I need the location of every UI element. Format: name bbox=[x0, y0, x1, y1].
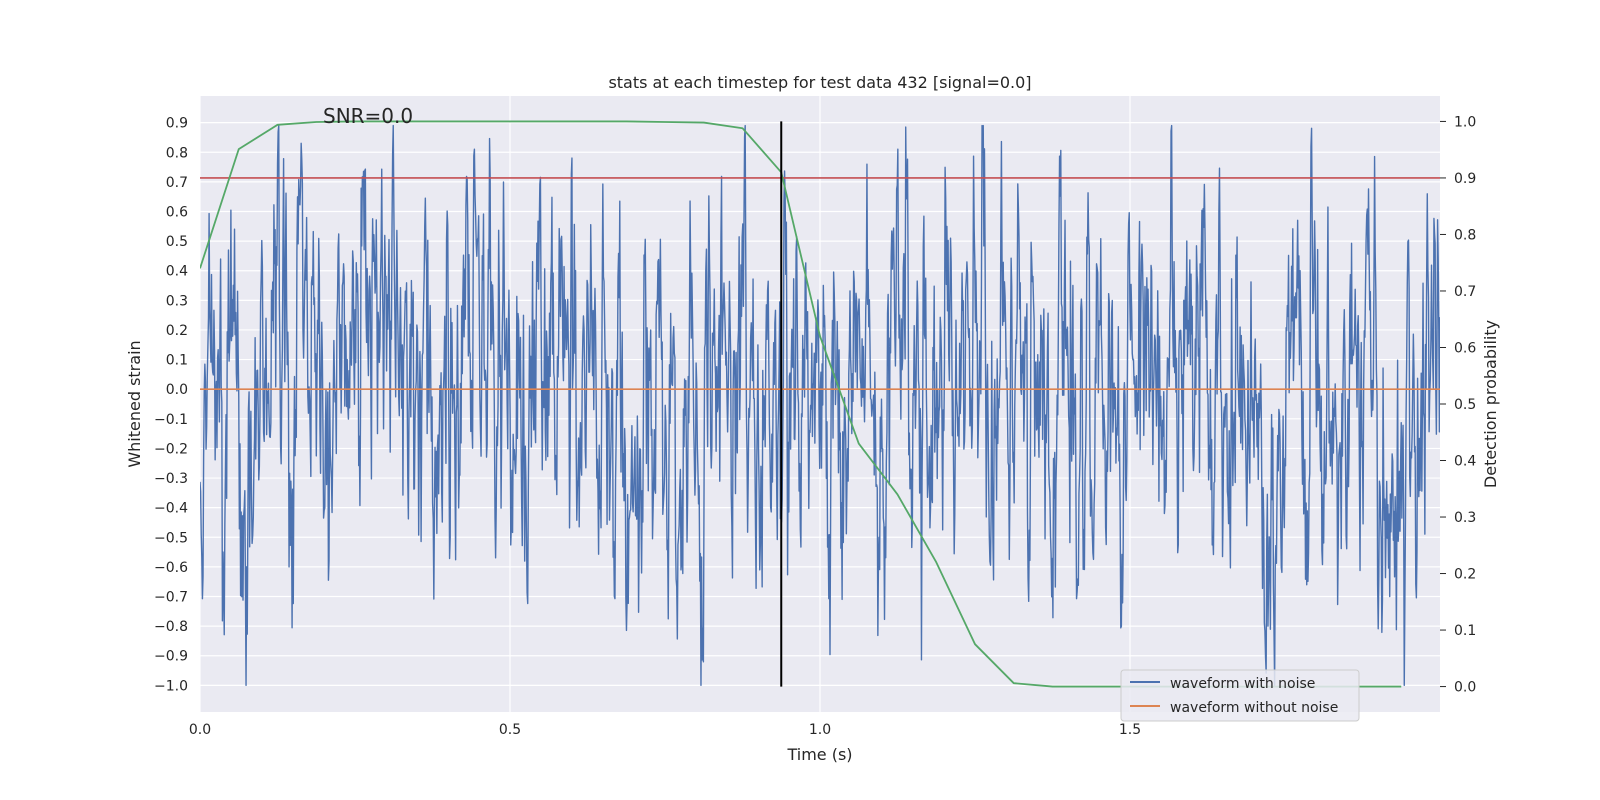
y2-tick-label: 0.8 bbox=[1454, 227, 1476, 243]
y-tick-label: −0.5 bbox=[154, 530, 188, 546]
y2-tick-label: 0.4 bbox=[1454, 454, 1476, 470]
y-tick-label: −0.6 bbox=[154, 560, 188, 576]
legend: waveform with noise waveform without noi… bbox=[1120, 669, 1360, 722]
y-tick-label: 0.2 bbox=[166, 323, 188, 339]
axes-layer: 0.0 0.5 1.0 1.5 0.9 0.8 0.7 0.6 0.5 0.4 0.3 0.2 0.1 0… bbox=[154, 114, 1476, 738]
y-tick-label: −0.4 bbox=[154, 501, 188, 517]
x-tick-label: 0.5 bbox=[499, 722, 521, 738]
x-tick-label: 1.5 bbox=[1119, 722, 1141, 738]
y2-tick-label: 0.2 bbox=[1454, 567, 1476, 583]
y2-tick-label: 0.7 bbox=[1454, 284, 1476, 300]
y2-tick-label: 0.0 bbox=[1454, 680, 1476, 696]
x-tick-label: 1.0 bbox=[809, 722, 831, 738]
y2-tick-label: 0.1 bbox=[1454, 623, 1476, 639]
y2-tick-label: 0.9 bbox=[1454, 171, 1476, 187]
y2-tick-label: 0.6 bbox=[1454, 340, 1476, 356]
legend-label-clean: waveform without noise bbox=[1170, 700, 1338, 716]
y-tick-label: 0.6 bbox=[166, 205, 188, 221]
x-tick-label: 0.0 bbox=[189, 722, 211, 738]
legend-label-noise: waveform with noise bbox=[1170, 676, 1315, 692]
y2-tick-label: 0.5 bbox=[1454, 397, 1476, 413]
y-tick-label: 0.8 bbox=[166, 145, 188, 161]
y-tick-label: 0.0 bbox=[166, 382, 188, 398]
chart-title: stats at each timestep for test data 432… bbox=[608, 73, 1031, 92]
y2-axis-label: Detection probability bbox=[1481, 320, 1500, 488]
y-tick-label: −0.2 bbox=[154, 441, 188, 457]
y-tick-label: −0.9 bbox=[154, 649, 188, 665]
y-tick-label: 0.1 bbox=[166, 353, 188, 369]
legend-box bbox=[1120, 669, 1360, 722]
y-axis-label: Whitened strain bbox=[125, 340, 144, 467]
y-tick-label: −0.1 bbox=[154, 412, 188, 428]
y2-tick-label: 1.0 bbox=[1454, 114, 1476, 130]
y-tick-label: 0.9 bbox=[166, 116, 188, 132]
snr-annotation: SNR=0.0 bbox=[323, 104, 413, 128]
y-tick-label: 0.3 bbox=[166, 293, 188, 309]
y-tick-label: 0.4 bbox=[166, 264, 188, 280]
y2-tick-label: 0.3 bbox=[1454, 510, 1476, 526]
noise-waveform-line bbox=[200, 124, 1440, 687]
y-tick-label: −0.7 bbox=[154, 590, 188, 606]
y-tick-label: −0.8 bbox=[154, 619, 188, 635]
y-tick-label: −0.3 bbox=[154, 471, 188, 487]
y-tick-label: 0.5 bbox=[166, 234, 188, 250]
y-tick-label: −1.0 bbox=[154, 678, 188, 694]
y-tick-label: 0.7 bbox=[166, 175, 188, 191]
x-axis-label: Time (s) bbox=[786, 745, 852, 764]
